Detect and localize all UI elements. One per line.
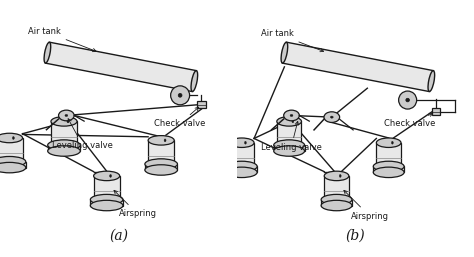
Polygon shape: [94, 176, 119, 200]
Text: (a): (a): [109, 228, 128, 242]
Polygon shape: [0, 138, 23, 162]
Polygon shape: [46, 42, 196, 91]
Ellipse shape: [373, 161, 404, 172]
Ellipse shape: [428, 71, 435, 91]
Ellipse shape: [376, 138, 401, 148]
Ellipse shape: [277, 117, 301, 126]
Ellipse shape: [65, 114, 68, 116]
Ellipse shape: [164, 139, 166, 142]
Ellipse shape: [281, 42, 288, 63]
Polygon shape: [324, 176, 349, 200]
Ellipse shape: [51, 117, 77, 126]
Ellipse shape: [51, 140, 77, 150]
Ellipse shape: [227, 161, 257, 172]
Ellipse shape: [245, 141, 246, 144]
Ellipse shape: [44, 42, 51, 63]
Polygon shape: [376, 143, 401, 167]
Polygon shape: [321, 200, 352, 206]
Ellipse shape: [376, 162, 401, 171]
Ellipse shape: [229, 162, 254, 171]
Polygon shape: [145, 164, 177, 170]
Ellipse shape: [91, 194, 123, 205]
Text: Leveling valve: Leveling valve: [52, 119, 113, 150]
Ellipse shape: [392, 141, 393, 144]
Polygon shape: [148, 140, 174, 164]
Ellipse shape: [321, 194, 352, 205]
Ellipse shape: [229, 138, 254, 148]
Ellipse shape: [67, 120, 69, 123]
Ellipse shape: [283, 110, 300, 121]
Text: Air tank: Air tank: [261, 29, 324, 52]
Polygon shape: [48, 145, 80, 151]
Polygon shape: [227, 167, 257, 172]
Text: Leveling valve: Leveling valve: [261, 121, 321, 152]
Ellipse shape: [91, 200, 123, 211]
Polygon shape: [283, 42, 433, 91]
Polygon shape: [373, 167, 404, 172]
Ellipse shape: [324, 171, 349, 181]
Ellipse shape: [277, 140, 301, 150]
Ellipse shape: [373, 167, 404, 178]
Ellipse shape: [274, 146, 304, 156]
Polygon shape: [91, 200, 123, 206]
Ellipse shape: [148, 136, 174, 145]
Ellipse shape: [171, 86, 190, 105]
Polygon shape: [229, 143, 254, 167]
Ellipse shape: [339, 175, 341, 177]
Ellipse shape: [290, 114, 293, 116]
Ellipse shape: [94, 195, 119, 204]
FancyBboxPatch shape: [432, 108, 440, 115]
Ellipse shape: [145, 159, 177, 169]
Text: Air tank: Air tank: [28, 27, 96, 52]
Ellipse shape: [274, 140, 304, 150]
Ellipse shape: [109, 175, 111, 177]
Ellipse shape: [48, 140, 80, 150]
FancyBboxPatch shape: [197, 102, 206, 108]
Ellipse shape: [406, 98, 410, 102]
Polygon shape: [274, 145, 304, 151]
Ellipse shape: [330, 116, 333, 118]
Polygon shape: [277, 121, 301, 145]
Ellipse shape: [48, 146, 80, 156]
Polygon shape: [0, 162, 26, 168]
Ellipse shape: [94, 171, 119, 181]
Ellipse shape: [292, 120, 294, 123]
Ellipse shape: [324, 112, 339, 122]
Ellipse shape: [0, 157, 23, 167]
Ellipse shape: [321, 200, 352, 211]
Ellipse shape: [227, 167, 257, 178]
Ellipse shape: [0, 162, 26, 173]
Text: Check valve: Check valve: [154, 107, 205, 128]
Ellipse shape: [178, 94, 182, 97]
Ellipse shape: [148, 159, 174, 169]
Text: Check valve: Check valve: [384, 113, 435, 128]
Ellipse shape: [399, 91, 417, 109]
Ellipse shape: [191, 71, 198, 91]
Ellipse shape: [12, 136, 14, 139]
Ellipse shape: [59, 110, 74, 121]
Ellipse shape: [145, 165, 177, 175]
Text: (b): (b): [346, 228, 365, 242]
Ellipse shape: [0, 157, 26, 167]
Ellipse shape: [0, 133, 23, 143]
Ellipse shape: [324, 195, 349, 204]
Text: Airspring: Airspring: [114, 190, 156, 218]
Polygon shape: [51, 121, 77, 145]
Text: Airspring: Airspring: [344, 190, 389, 221]
